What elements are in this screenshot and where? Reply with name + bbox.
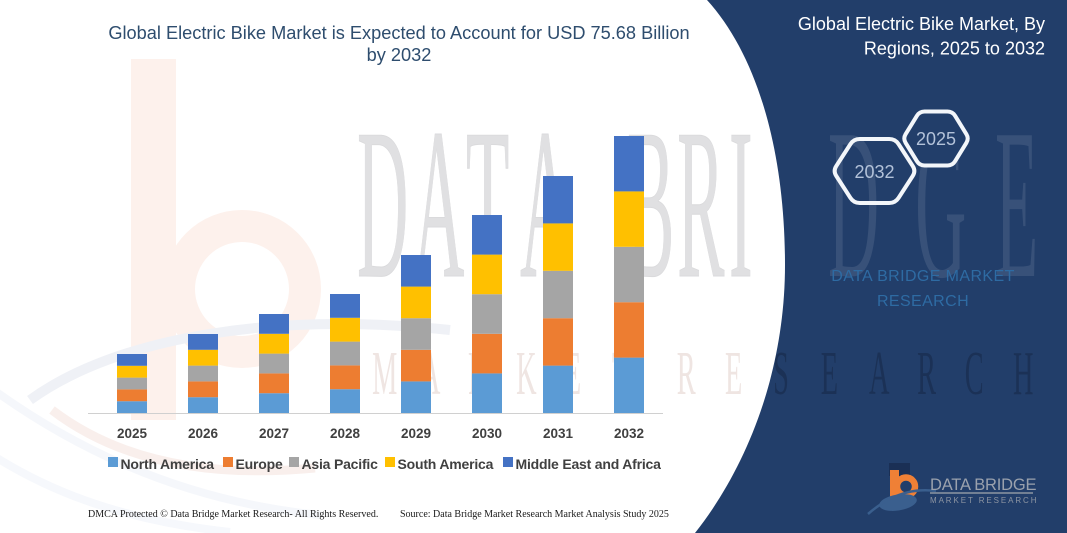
svg-text:South America: South America	[398, 456, 494, 472]
svg-text:Middle East and Africa: Middle East and Africa	[516, 456, 662, 472]
svg-text:2025: 2025	[117, 426, 148, 441]
svg-text:Asia Pacific: Asia Pacific	[302, 456, 379, 472]
svg-text:2028: 2028	[330, 426, 361, 441]
svg-text:2029: 2029	[401, 426, 431, 441]
svg-text:MARKET RESEARCH: MARKET RESEARCH	[930, 496, 1038, 505]
svg-text:Europe: Europe	[236, 456, 283, 472]
svg-text:2026: 2026	[188, 426, 219, 441]
svg-text:2030: 2030	[472, 426, 502, 441]
svg-text:2032: 2032	[614, 426, 644, 441]
svg-text:RESEARCH: RESEARCH	[877, 293, 969, 310]
svg-text:Source: Data Bridge Market Res: Source: Data Bridge Market Research Mark…	[400, 509, 669, 520]
svg-text:2025: 2025	[916, 129, 956, 149]
svg-text:Global Electric Bike Market, B: Global Electric Bike Market, By	[798, 14, 1045, 34]
svg-text:2032: 2032	[854, 162, 894, 182]
svg-text:DATA BRIDGE: DATA BRIDGE	[930, 476, 1036, 494]
svg-text:2027: 2027	[259, 426, 289, 441]
svg-text:Regions, 2025 to 2032: Regions, 2025 to 2032	[864, 39, 1045, 59]
svg-text:DATA BRIDGE MARKET: DATA BRIDGE MARKET	[831, 268, 1015, 285]
svg-text:Global Electric Bike Market is: Global Electric Bike Market is Expected …	[108, 23, 689, 43]
svg-text:DMCA Protected © Data Bridge M: DMCA Protected © Data Bridge Market Rese…	[88, 509, 378, 520]
svg-text:by 2032: by 2032	[367, 45, 432, 65]
svg-text:North America: North America	[121, 456, 215, 472]
svg-text:2031: 2031	[543, 426, 574, 441]
